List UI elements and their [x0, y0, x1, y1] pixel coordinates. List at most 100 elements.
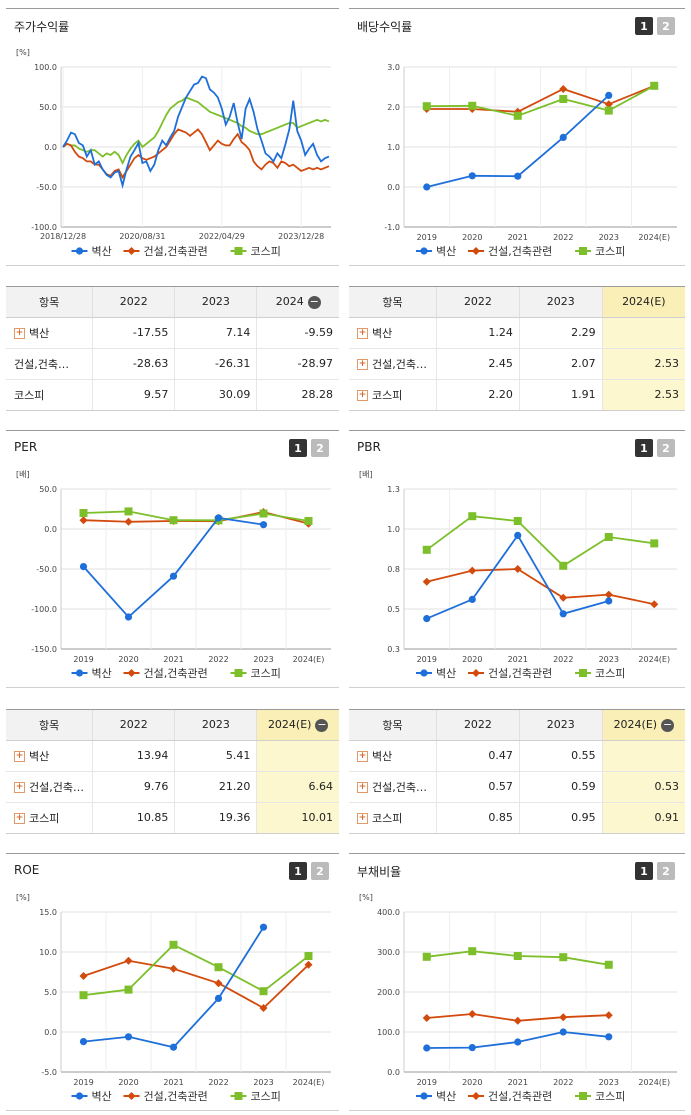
expand-icon[interactable]: + — [357, 751, 368, 762]
series-line — [426, 568, 655, 606]
legend-label: 벽산 — [92, 667, 112, 680]
expand-icon[interactable]: + — [14, 328, 25, 339]
legend-label: 벽산 — [92, 245, 112, 258]
table-row: + 코스피 0.85 0.95 0.91 — [349, 802, 685, 833]
data-point — [650, 600, 659, 609]
table-cell: 0.53 — [602, 771, 685, 803]
data-point — [79, 1038, 88, 1046]
data-point — [559, 593, 568, 602]
y-tick-label: 100.0 — [34, 63, 57, 72]
expand-icon[interactable]: + — [14, 751, 25, 762]
view-2-button[interactable]: 2 — [657, 17, 675, 35]
row-label[interactable]: + 코스피 — [349, 379, 438, 410]
row-label[interactable]: + 벽산 — [349, 317, 438, 349]
data-point — [420, 669, 428, 677]
x-tick-label: 2021 — [508, 1078, 528, 1087]
expand-icon[interactable]: + — [357, 390, 368, 402]
legend-label: 코스피 — [595, 1090, 625, 1103]
expand-icon[interactable]: + — [14, 782, 25, 793]
y-tick-label: 0.8 — [387, 565, 400, 574]
table-cell: -26.31 — [174, 348, 258, 380]
data-point — [422, 577, 431, 586]
row-label[interactable]: + 건설,건축… — [6, 771, 94, 803]
y-tick-label: -50.0 — [36, 565, 57, 574]
data-point — [604, 106, 613, 115]
data-point — [650, 539, 659, 548]
x-tick-label: 2020 — [462, 1078, 482, 1087]
y-tick-label: 50.0 — [39, 485, 57, 494]
y-tick-label: 0.3 — [387, 645, 400, 654]
data-point — [79, 509, 88, 517]
expand-icon[interactable]: + — [14, 813, 25, 825]
per-chart: [배] 50.0 0.0 -50.0 -100.0 -150.0 2019 2020 2021 2… — [16, 470, 331, 680]
view-2-button[interactable]: 2 — [311, 862, 329, 880]
y-tick-label: 15.0 — [39, 908, 57, 917]
x-tick-label: 2023 — [253, 655, 273, 664]
view-2-button[interactable]: 2 — [657, 439, 675, 457]
data-point — [514, 1038, 522, 1046]
view-2-button[interactable]: 2 — [311, 439, 329, 457]
data-point — [169, 516, 178, 525]
column-header: 항목 — [6, 287, 94, 318]
data-point — [472, 1092, 480, 1100]
row-label[interactable]: + 벽산 — [6, 740, 94, 772]
data-point — [127, 1092, 136, 1100]
expand-icon[interactable]: + — [357, 782, 368, 793]
data-point — [422, 102, 431, 111]
data-point — [604, 960, 613, 969]
data-point — [169, 940, 178, 949]
view-1-button[interactable]: 1 — [289, 439, 307, 457]
y-tick-label: 10.0 — [39, 948, 57, 957]
series-line — [83, 510, 309, 522]
view-1-button[interactable]: 1 — [289, 862, 307, 880]
row-label[interactable]: + 코스피 — [349, 802, 438, 833]
data-point — [127, 669, 136, 677]
view-1-button[interactable]: 1 — [635, 439, 653, 457]
table-cell: 0.91 — [602, 802, 685, 833]
row-label[interactable]: + 벽산 — [6, 317, 94, 349]
data-point — [559, 1013, 568, 1022]
data-point — [513, 952, 522, 960]
collapse-icon[interactable]: − — [307, 294, 321, 309]
y-tick-label: 0.0 — [44, 143, 57, 152]
legend-label: 건설,건축관련 — [144, 667, 208, 680]
data-point — [579, 247, 587, 255]
x-tick-label: 2022 — [208, 655, 228, 664]
y-tick-label: 5.0 — [44, 988, 57, 997]
view-2-button[interactable]: 2 — [657, 862, 675, 880]
row-label[interactable]: + 건설,건축… — [349, 771, 438, 803]
x-tick-label: 2021 — [508, 655, 528, 664]
collapse-icon[interactable]: − — [315, 717, 329, 732]
y-tick-label: -1.0 — [384, 223, 400, 232]
y-tick-label: 300.0 — [377, 948, 400, 957]
row-label[interactable]: + 벽산 — [349, 740, 438, 772]
collapse-icon[interactable]: − — [661, 717, 675, 732]
expand-icon[interactable]: + — [357, 813, 368, 825]
legend-label: 건설,건축관련 — [488, 667, 552, 680]
view-1-button[interactable]: 1 — [635, 17, 653, 35]
table-cell: 2.53 — [602, 379, 685, 410]
table-row: + 코스피 10.85 19.36 10.01 — [6, 802, 339, 833]
data-point — [124, 507, 133, 516]
row-label[interactable]: + 코스피 — [6, 802, 94, 833]
expand-icon[interactable]: + — [357, 359, 368, 370]
data-point — [423, 183, 431, 191]
x-tick-label: 2024(E) — [638, 233, 670, 242]
data-point — [559, 85, 568, 93]
row-label[interactable]: + 건설,건축… — [349, 348, 438, 380]
table-cell: 9.57 — [92, 379, 176, 410]
series-line — [62, 96, 330, 166]
view-1-button[interactable]: 1 — [635, 862, 653, 880]
legend-label: 건설,건축관련 — [488, 1090, 552, 1103]
data-point — [169, 964, 178, 973]
x-tick-label: 2020 — [118, 1078, 138, 1087]
expand-icon[interactable]: + — [357, 328, 368, 339]
